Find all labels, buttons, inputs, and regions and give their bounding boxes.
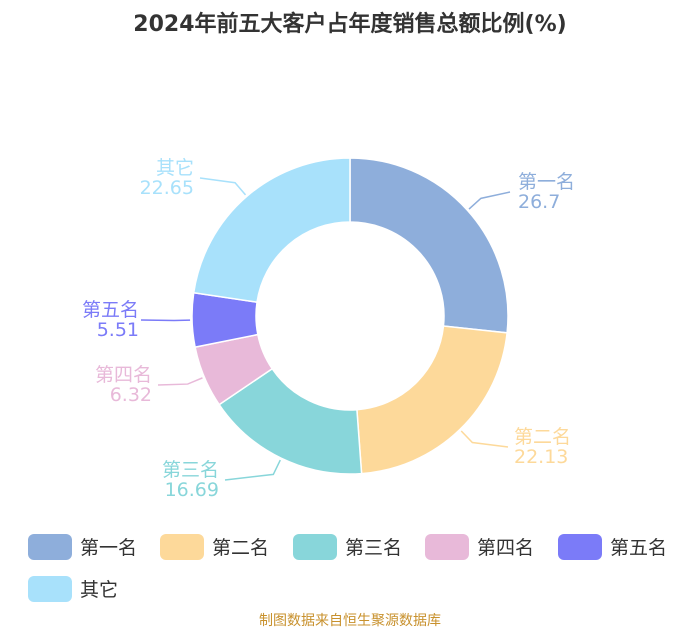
legend-swatch [558,533,602,560]
slice-value-2: 22.13 [514,446,568,468]
leader-line-1 [468,191,511,210]
slice-value-3: 16.69 [165,479,219,501]
legend-swatch [425,533,469,560]
legend-label: 第四名 [477,537,535,559]
slice-value-5: 5.51 [97,319,139,341]
source-note: 制图数据来自恒生聚源数据库 [259,613,441,629]
legend-swatch [28,533,72,560]
legend-item-3[interactable]: 第三名 [293,533,402,560]
slice-label-4: 第四名 [95,364,152,386]
legend-swatch [28,575,72,602]
legend-label: 第五名 [610,537,668,559]
legend-label: 第三名 [345,537,403,559]
slice-label-2: 第二名 [514,426,571,448]
legend-item-2[interactable]: 第二名 [160,533,269,560]
legend-item-6[interactable]: 其它 [28,575,118,602]
legend-label: 其它 [80,579,119,601]
legend-item-5[interactable]: 第五名 [558,533,667,560]
legend-label: 第一名 [80,537,138,559]
donut-slice-1[interactable] [349,157,509,334]
legend-swatch [293,533,337,560]
slice-label-6: 其它 [156,157,194,179]
slice-value-6: 22.65 [140,177,194,199]
legend-label: 第二名 [212,537,270,559]
chart-title: 2024年前五大客户占年度销售总额比例(%) [133,12,567,37]
legend-item-4[interactable]: 第四名 [425,533,534,560]
donut-slice-6[interactable] [192,157,351,304]
leader-line-4 [157,377,203,386]
slice-value-4: 6.32 [110,384,152,406]
legend-swatch [160,533,204,560]
leader-line-2 [460,430,509,448]
slice-value-1: 26.7 [518,191,560,213]
legend-item-1[interactable]: 第一名 [28,533,137,560]
slice-label-3: 第三名 [162,459,219,481]
leader-line-3 [224,459,281,481]
slice-label-5: 第五名 [82,299,139,321]
slice-label-1: 第一名 [518,171,575,193]
leader-line-6 [199,177,247,196]
donut-slice-2[interactable] [356,325,508,475]
